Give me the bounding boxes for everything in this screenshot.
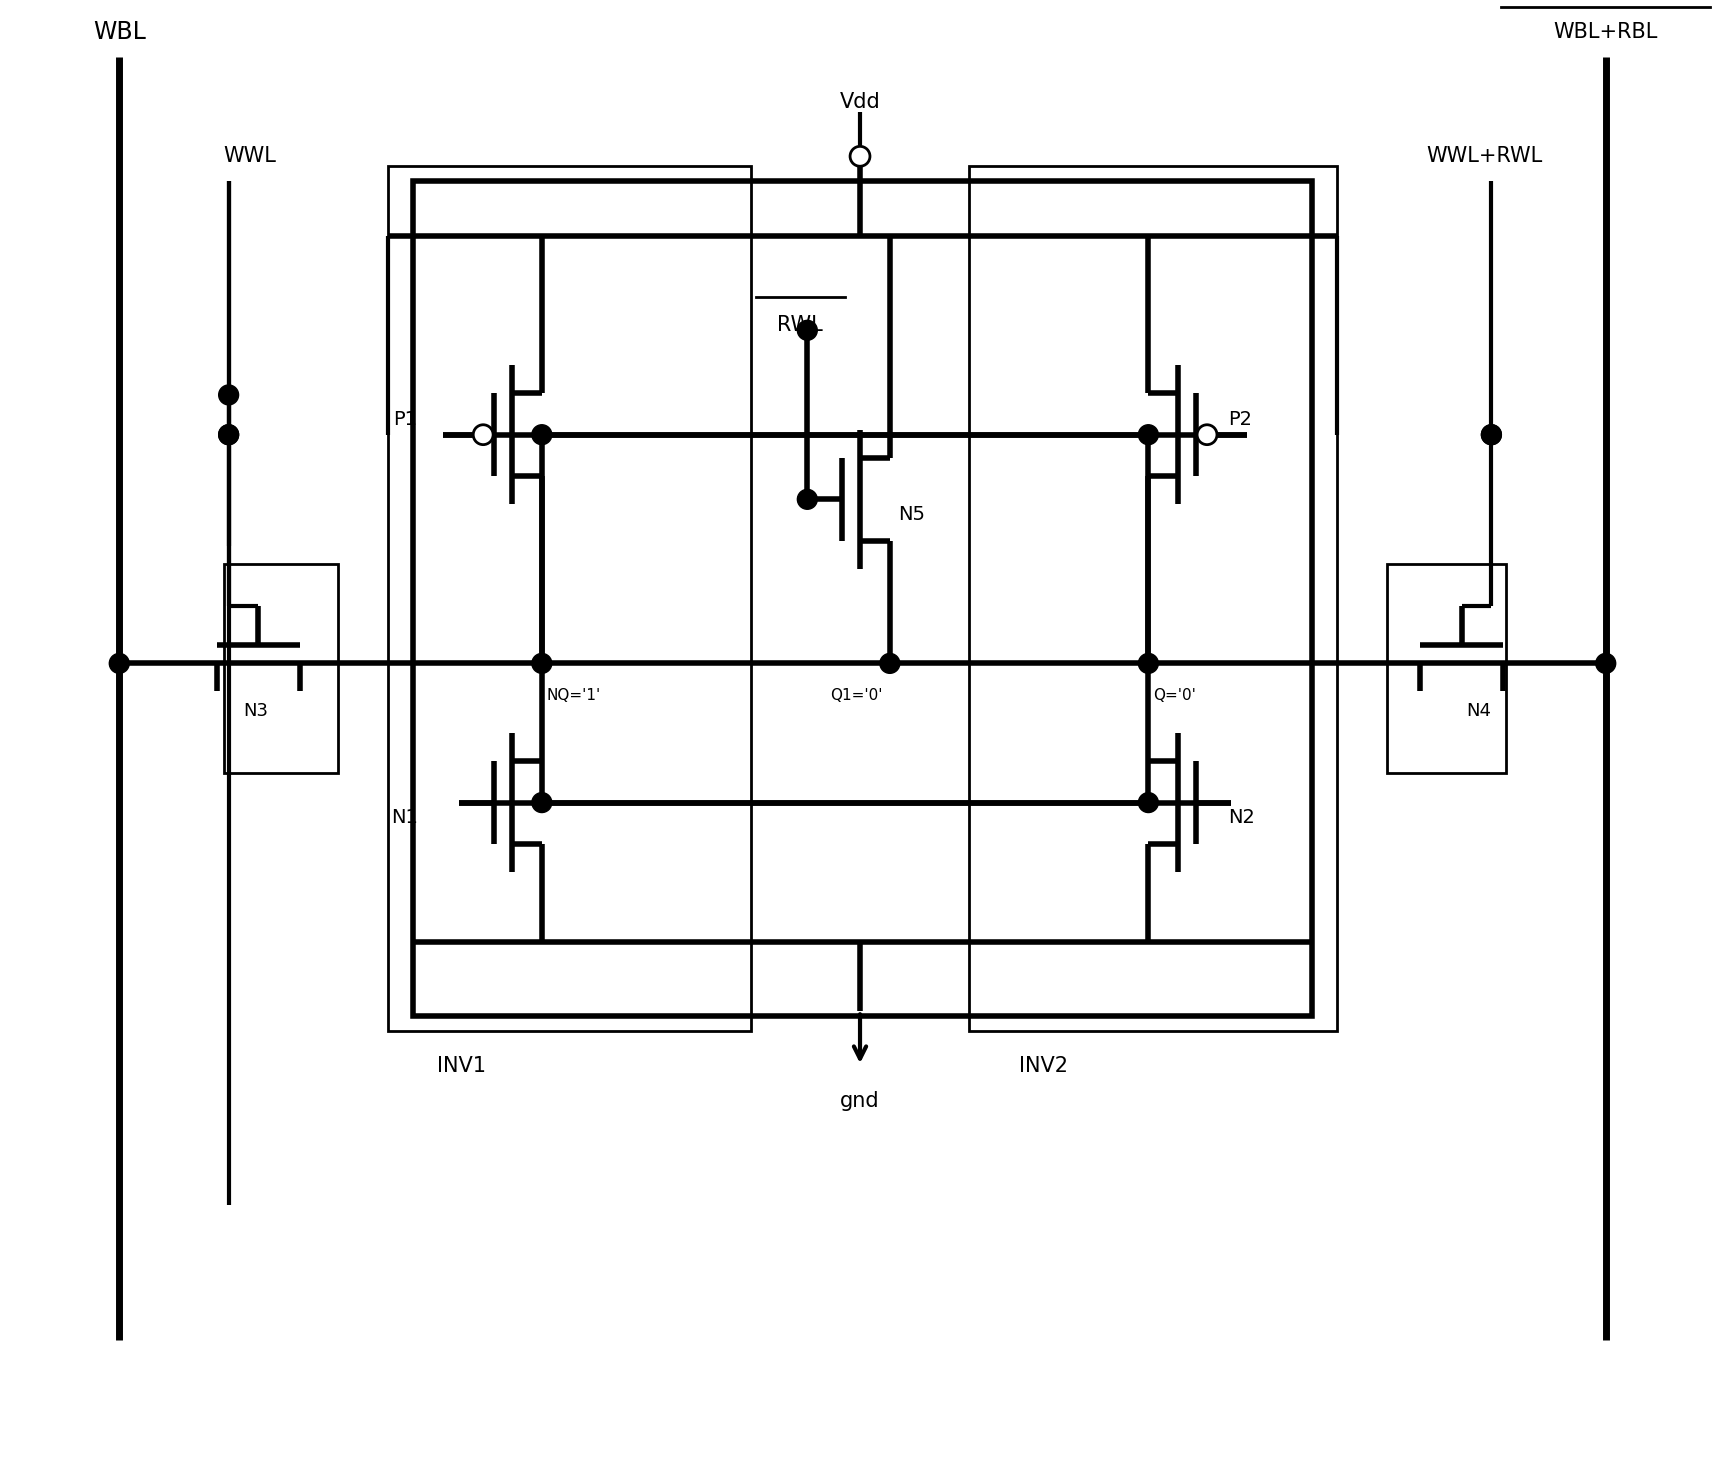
Circle shape	[880, 654, 899, 673]
Text: N4: N4	[1467, 702, 1491, 720]
Bar	[970, 167, 1338, 1031]
Text: N3: N3	[243, 702, 269, 720]
Text: INV1: INV1	[437, 1056, 487, 1077]
Circle shape	[219, 385, 238, 405]
Text: WBL: WBL	[93, 20, 145, 44]
Circle shape	[219, 424, 238, 445]
Circle shape	[1139, 654, 1158, 673]
Circle shape	[1139, 424, 1158, 445]
Circle shape	[1481, 424, 1502, 445]
Text: Q1='0': Q1='0'	[830, 688, 882, 702]
Circle shape	[1139, 793, 1158, 812]
Text: RWL: RWL	[777, 316, 823, 335]
Text: P1: P1	[394, 410, 418, 429]
Bar	[1388, 563, 1507, 772]
Circle shape	[473, 424, 494, 445]
Circle shape	[1198, 424, 1217, 445]
Circle shape	[532, 424, 552, 445]
Bar	[388, 167, 751, 1031]
Text: N2: N2	[1227, 808, 1255, 827]
Text: gnd: gnd	[841, 1091, 880, 1110]
Text: N1: N1	[390, 808, 418, 827]
Text: WWL+RWL: WWL+RWL	[1427, 146, 1543, 167]
Circle shape	[1597, 654, 1616, 673]
Circle shape	[1481, 424, 1502, 445]
Text: P2: P2	[1227, 410, 1251, 429]
Text: WWL: WWL	[224, 146, 276, 167]
Text: Vdd: Vdd	[839, 92, 880, 111]
Text: Q='0': Q='0'	[1153, 688, 1196, 702]
Bar	[224, 563, 338, 772]
Circle shape	[219, 424, 238, 445]
Circle shape	[532, 654, 552, 673]
Text: NQ='1': NQ='1'	[547, 688, 601, 702]
Text: N5: N5	[898, 505, 925, 524]
Circle shape	[797, 490, 818, 509]
Bar	[413, 181, 1312, 1017]
Text: INV2: INV2	[1018, 1056, 1068, 1077]
Circle shape	[851, 146, 870, 167]
Circle shape	[109, 654, 129, 673]
Circle shape	[532, 793, 552, 812]
Text: WBL+RBL: WBL+RBL	[1553, 22, 1659, 42]
Circle shape	[797, 320, 818, 341]
